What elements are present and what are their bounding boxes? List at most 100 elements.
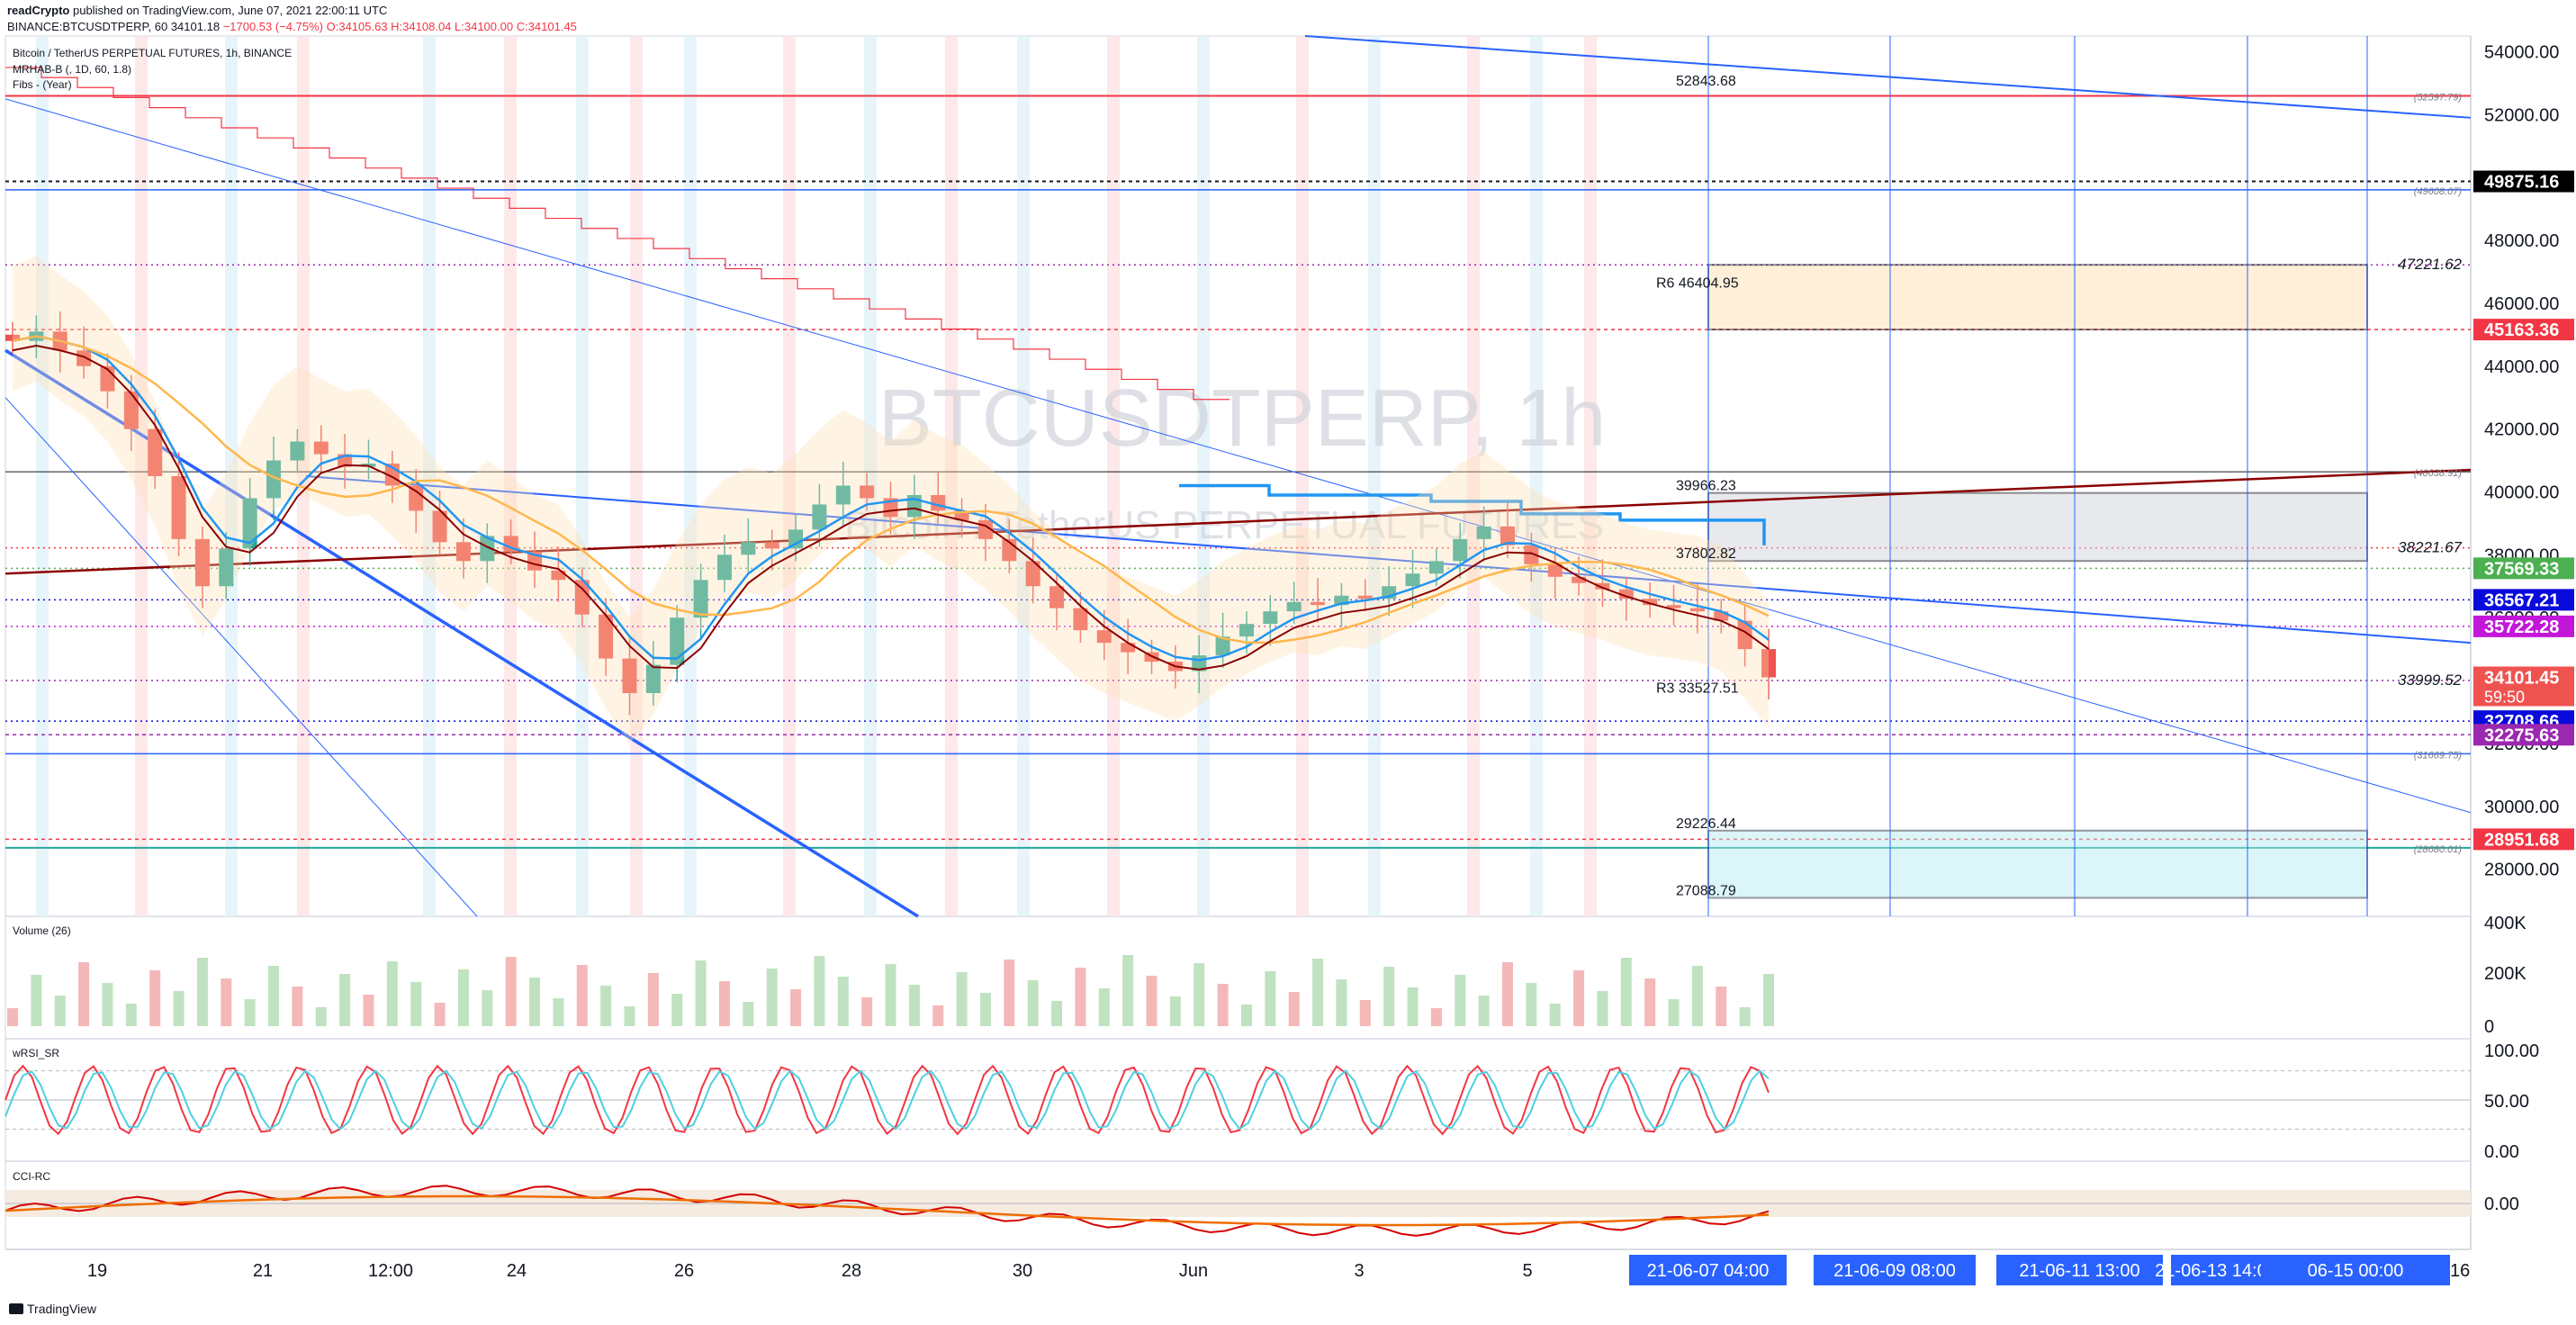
candle-body <box>1428 561 1444 574</box>
axis-note: 47221.62 <box>2398 256 2462 273</box>
session-shade <box>504 36 517 916</box>
time-label: 21-06-07 04:00 <box>1647 1261 1770 1281</box>
candle-body <box>455 542 471 562</box>
volume-bar <box>339 974 351 1026</box>
candle-body <box>574 580 590 615</box>
volume-bar <box>553 998 564 1026</box>
time-label-box <box>1629 1255 1787 1285</box>
volume-bar <box>1668 999 1680 1026</box>
session-shade <box>783 36 796 916</box>
candle-body <box>5 334 20 341</box>
time-axis-tick: 30 <box>1013 1261 1032 1281</box>
time-label: 21-06-11 13:00 <box>2019 1261 2139 1281</box>
volume-bar <box>885 964 896 1026</box>
volume-bar <box>1455 975 1466 1026</box>
volume-bar <box>7 1008 18 1026</box>
price-tag-label: 37569.33 <box>2484 559 2559 579</box>
volume-bar <box>196 958 208 1026</box>
level-label: 39966.23 <box>1676 479 1736 494</box>
candle-body <box>1476 526 1491 539</box>
candle-body <box>123 391 139 429</box>
time-label: 21-06-09 08:00 <box>1833 1261 1956 1281</box>
session-shade <box>135 36 148 916</box>
candle-body <box>1073 608 1088 631</box>
candle-body <box>716 554 732 581</box>
volume-pane-label[interactable]: Volume (26) <box>13 924 71 937</box>
session-shade <box>423 36 436 916</box>
volume-bar <box>482 990 493 1026</box>
support-zone-box <box>1707 829 2368 899</box>
session-shade <box>36 36 49 916</box>
legend-title[interactable]: Bitcoin / TetherUS PERPETUAL FUTURES, 1h… <box>13 47 293 59</box>
volume-bar <box>1217 984 1229 1026</box>
candle-body <box>835 485 851 505</box>
candle-body <box>1761 649 1776 678</box>
time-axis-tick: Jun <box>1179 1261 1208 1281</box>
volume-bar <box>315 1007 327 1026</box>
price-tag <box>2473 319 2574 341</box>
rsi-axis-tick: 0.00 <box>2484 1142 2519 1162</box>
axis-note: (40638.91) <box>2414 468 2463 479</box>
price-tag-label: 45163.36 <box>2484 320 2559 340</box>
volume-bar <box>1288 992 1300 1026</box>
price-tag <box>2473 557 2574 580</box>
legend-indicator-mrhab[interactable]: MRHAB-B (, 1D, 60, 1.8) <box>13 63 132 76</box>
level-label: R6 46404.95 <box>1656 276 1739 292</box>
ohlc-values: O:34105.63 H:34108.04 L:34100.00 C:34101… <box>326 20 577 33</box>
volume-bar <box>861 997 873 1026</box>
volume-bar <box>1336 979 1347 1026</box>
cci-pane-label[interactable]: CCI-RC <box>13 1170 50 1183</box>
candle-body <box>1618 589 1634 599</box>
price-tag <box>2473 724 2574 746</box>
session-shade <box>576 36 589 916</box>
candle-body <box>1311 601 1326 606</box>
legend-indicator-fibs[interactable]: Fibs - (Year) <box>13 78 72 91</box>
tradingview-footer[interactable]: TradingView <box>9 1302 96 1316</box>
volume-bar <box>908 985 920 1026</box>
volume-bar <box>31 975 42 1026</box>
footer-brand: TradingView <box>27 1302 97 1316</box>
volume-bar <box>932 1005 944 1026</box>
volume-bar <box>1075 968 1086 1026</box>
resistance-zone-box <box>1707 491 2368 563</box>
volume-bar <box>1098 988 1110 1026</box>
candle-body <box>242 498 257 549</box>
time-axis-tick: 21 <box>253 1261 273 1281</box>
price-axis-tick: 46000.00 <box>2484 294 2559 314</box>
session-shade <box>630 36 643 916</box>
volume-bar <box>1644 978 1656 1026</box>
watermark-symbol: BTCUSDTPERP, 1h <box>878 374 1607 464</box>
time-axis-tick: 26 <box>674 1261 694 1281</box>
volume-bar <box>979 993 991 1026</box>
session-shade <box>1467 36 1480 916</box>
trendline-dark-red <box>5 468 2472 575</box>
volume-bar <box>814 956 825 1026</box>
volume-bar <box>149 970 161 1026</box>
level-label: 37802.82 <box>1676 546 1736 562</box>
volume-bar <box>78 962 90 1026</box>
candle-body <box>148 428 163 476</box>
volume-bar <box>671 994 683 1026</box>
volume-axis-tick: 400K <box>2484 914 2526 933</box>
candle-body <box>1572 576 1587 583</box>
volume-bar <box>1193 963 1205 1026</box>
candle-body <box>1595 582 1610 590</box>
price-tag-label: 36567.21 <box>2484 590 2559 610</box>
candle-body <box>1714 611 1729 621</box>
candle-body <box>77 350 92 366</box>
candle-body <box>219 548 234 587</box>
volume-bar <box>695 960 707 1026</box>
volume-bar <box>434 1003 446 1026</box>
volume-bar <box>457 969 469 1026</box>
price-axis-tick: 54000.00 <box>2484 42 2559 62</box>
rsi-pane-label[interactable]: wRSI_SR <box>13 1047 60 1059</box>
volume-bar <box>125 1004 137 1026</box>
axis-note: 33999.52 <box>2398 672 2462 689</box>
session-shade <box>1296 36 1309 916</box>
volume-bar <box>743 1002 754 1026</box>
volume-bar <box>600 986 612 1026</box>
level-label: 27088.79 <box>1676 883 1736 898</box>
axis-note: (31669.75) <box>2414 750 2463 761</box>
volume-bar <box>1430 1008 1442 1026</box>
